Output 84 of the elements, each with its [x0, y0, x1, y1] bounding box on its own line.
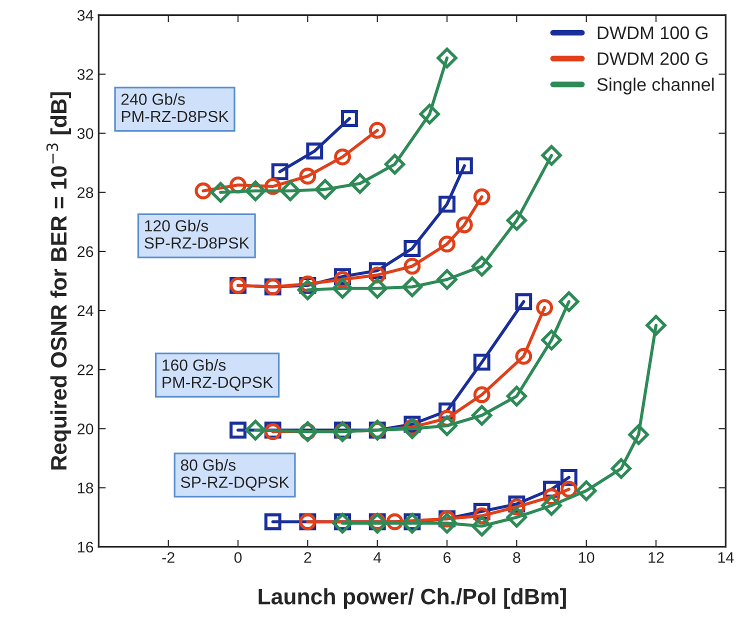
- point: [506, 386, 528, 407]
- point: [576, 480, 597, 502]
- point: [515, 348, 532, 365]
- point: [332, 512, 353, 534]
- point: [402, 418, 423, 440]
- point: [402, 276, 423, 298]
- legend-label: DWDM 200 G: [598, 52, 708, 66]
- legend-label: Single channel: [597, 78, 714, 94]
- x-tick-label: 6: [444, 552, 451, 563]
- point: [436, 48, 458, 68]
- point: [419, 104, 440, 124]
- x-tick-label: 2: [304, 552, 312, 563]
- y-tick-label: 22: [78, 364, 94, 376]
- annotation: 80 Gb/s SP-RZ-DQPSK: [180, 459, 290, 491]
- point: [558, 291, 580, 312]
- y-tick-label: 34: [77, 10, 94, 21]
- x-tick-label: 0: [234, 552, 242, 563]
- point: [436, 415, 458, 436]
- point: [299, 168, 316, 185]
- point: [210, 182, 231, 203]
- point: [473, 354, 490, 371]
- x-tick-label: 14: [718, 552, 734, 563]
- point: [404, 258, 421, 275]
- y-tick-label: 16: [78, 542, 94, 553]
- y-axis-title: Required OSNR for BER = 10$^{−3}$ [dB]: [46, 92, 72, 470]
- point: [297, 279, 318, 300]
- point: [245, 420, 266, 441]
- point: [560, 480, 578, 498]
- point: [366, 278, 388, 299]
- point: [402, 512, 423, 534]
- point: [271, 163, 288, 180]
- y-tick-label: 20: [78, 424, 94, 434]
- point: [438, 196, 456, 213]
- point: [515, 293, 532, 310]
- point: [506, 210, 528, 231]
- y-tick-label: 32: [77, 69, 94, 80]
- point: [646, 314, 666, 336]
- point: [541, 495, 562, 516]
- point: [230, 422, 246, 439]
- point: [341, 110, 358, 127]
- point: [245, 180, 266, 202]
- point: [384, 154, 406, 175]
- point: [438, 236, 456, 253]
- point: [436, 512, 458, 534]
- legend-label: DWDM 100 G: [598, 26, 708, 40]
- y-tick-label: 24: [78, 305, 94, 316]
- point: [473, 188, 490, 206]
- point: [332, 278, 353, 299]
- x-tick-label: 4: [373, 552, 382, 563]
- point: [350, 173, 370, 194]
- y-tick-label: 28: [78, 187, 94, 198]
- point: [334, 148, 351, 166]
- point: [306, 142, 324, 160]
- x-tick-label: -2: [162, 552, 174, 563]
- x-tick-label: 8: [513, 552, 520, 563]
- y-tick-label: 26: [78, 246, 94, 258]
- point: [366, 512, 388, 534]
- point: [280, 180, 301, 202]
- point: [473, 386, 490, 404]
- point: [456, 157, 473, 174]
- x-tick-label: 10: [579, 552, 594, 563]
- point: [541, 330, 562, 350]
- point: [404, 240, 421, 257]
- point: [264, 513, 282, 530]
- x-tick-label: 12: [648, 552, 664, 563]
- point: [471, 256, 492, 277]
- point: [436, 269, 458, 290]
- point: [506, 506, 528, 528]
- point: [471, 405, 492, 426]
- point: [541, 145, 562, 166]
- annotation: 240 Gb/s PM-RZ-D8PSK: [121, 93, 229, 122]
- point: [314, 179, 336, 200]
- y-tick-label: 18: [78, 482, 94, 494]
- point: [536, 299, 554, 316]
- point: [610, 458, 632, 479]
- y-tick-label: 30: [77, 128, 94, 139]
- annotation: 160 Gb/s PM-RZ-DQPSK: [162, 359, 274, 391]
- point: [628, 424, 649, 445]
- point: [368, 122, 386, 139]
- annotation: 120 Gb/s SP-RZ-D8PSK: [144, 220, 250, 249]
- x-axis-title: Launch power/ Ch./Pol [dBm]: [258, 588, 566, 609]
- point: [471, 516, 492, 537]
- point: [456, 216, 473, 234]
- point: [194, 182, 212, 200]
